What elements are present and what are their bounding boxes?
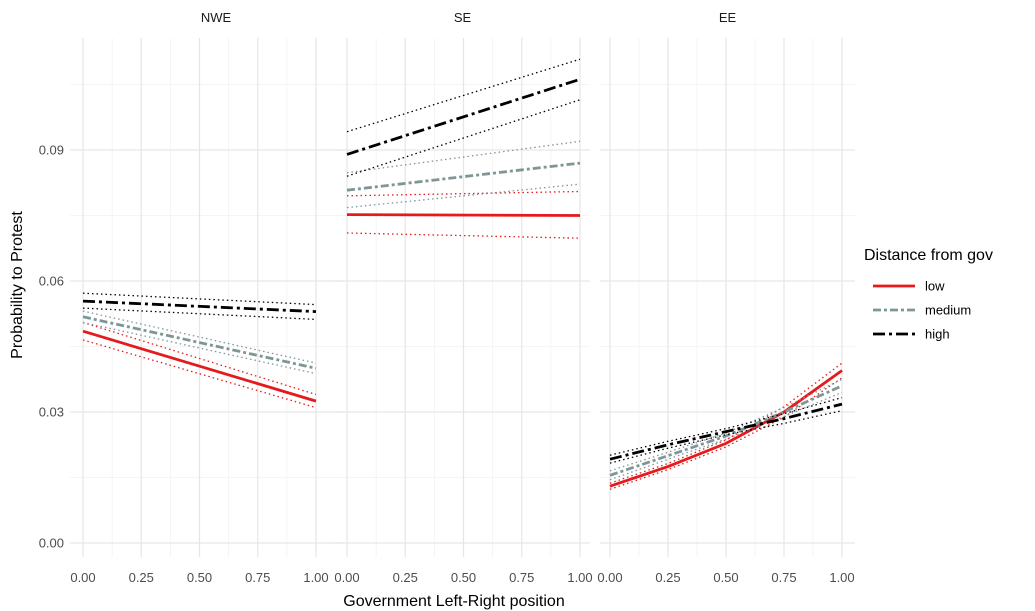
x-axis-title: Government Left-Right position (343, 593, 564, 610)
facet-title: SE (454, 10, 472, 25)
y-tick-label: 0.03 (39, 405, 64, 420)
ci-upper-high (82, 292, 317, 306)
ci-upper-high (609, 396, 843, 456)
x-tick-label: 0.75 (245, 570, 270, 585)
series-line-high (82, 299, 317, 313)
ci-lower-low (346, 232, 581, 239)
legend-label: high (925, 327, 950, 342)
legend-title: Distance from gov (864, 247, 993, 264)
facet-panel-ee: EE (600, 10, 855, 557)
ci-lower-medium (609, 391, 843, 481)
series-line-high (609, 402, 843, 461)
series-line-high (346, 77, 581, 156)
x-tick-label: 0.00 (70, 570, 95, 585)
x-tick-label: 0.75 (771, 570, 796, 585)
ci-upper-low (82, 321, 317, 396)
x-axis-ticks: 0.00 0.25 0.50 0.75 1.00 0.00 0.25 0.50 0.75 1.00… (70, 570, 854, 585)
ci-upper-medium (82, 310, 317, 364)
legend: Distance from gov low medium high (864, 247, 993, 342)
facet-panel-se: SE (335, 10, 590, 557)
ci-upper-low (609, 362, 843, 484)
ci-lower-medium (82, 321, 317, 375)
x-tick-label: 0.50 (187, 570, 212, 585)
ci-upper-high (346, 58, 581, 133)
ci-lower-high (346, 99, 581, 177)
series-line-low (82, 329, 317, 403)
x-tick-label: 0.25 (393, 570, 418, 585)
legend-label: medium (925, 303, 971, 318)
series-line-low (346, 213, 581, 217)
legend-label: low (925, 279, 945, 294)
y-tick-label: 0.06 (39, 274, 64, 289)
ci-lower-high (609, 410, 843, 464)
ci-upper-low (346, 190, 581, 197)
ci-lower-high (82, 307, 317, 321)
facet-panels: NWE SE EE (70, 10, 855, 557)
x-tick-label: 1.00 (829, 570, 854, 585)
series-line-medium (82, 315, 317, 370)
series-line-medium (609, 384, 843, 477)
legend-item-medium: medium (873, 303, 971, 318)
x-tick-label: 0.50 (713, 570, 738, 585)
legend-item-high: high (873, 327, 950, 342)
facet-panel-nwe: NWE (70, 10, 344, 557)
x-tick-label: 0.00 (597, 570, 622, 585)
y-tick-label: 0.09 (39, 143, 64, 158)
facet-title: EE (719, 10, 737, 25)
y-axis-ticks: 0.00 0.03 0.06 0.09 (39, 143, 64, 551)
y-tick-label: 0.00 (39, 536, 64, 551)
x-tick-label: 0.75 (509, 570, 534, 585)
y-axis-title: Probability to Protest (9, 211, 26, 359)
ci-lower-medium (346, 183, 581, 209)
x-tick-label: 0.25 (129, 570, 154, 585)
series-line-medium (346, 161, 581, 192)
x-tick-label: 1.00 (567, 570, 592, 585)
series-line-low (609, 369, 843, 488)
x-tick-label: 0.50 (451, 570, 476, 585)
x-tick-label: 0.25 (655, 570, 680, 585)
legend-item-low: low (873, 279, 945, 294)
x-tick-label: 1.00 (303, 570, 328, 585)
ci-upper-medium (346, 140, 581, 174)
x-tick-label: 0.00 (334, 570, 359, 585)
facet-title: NWE (201, 10, 232, 25)
